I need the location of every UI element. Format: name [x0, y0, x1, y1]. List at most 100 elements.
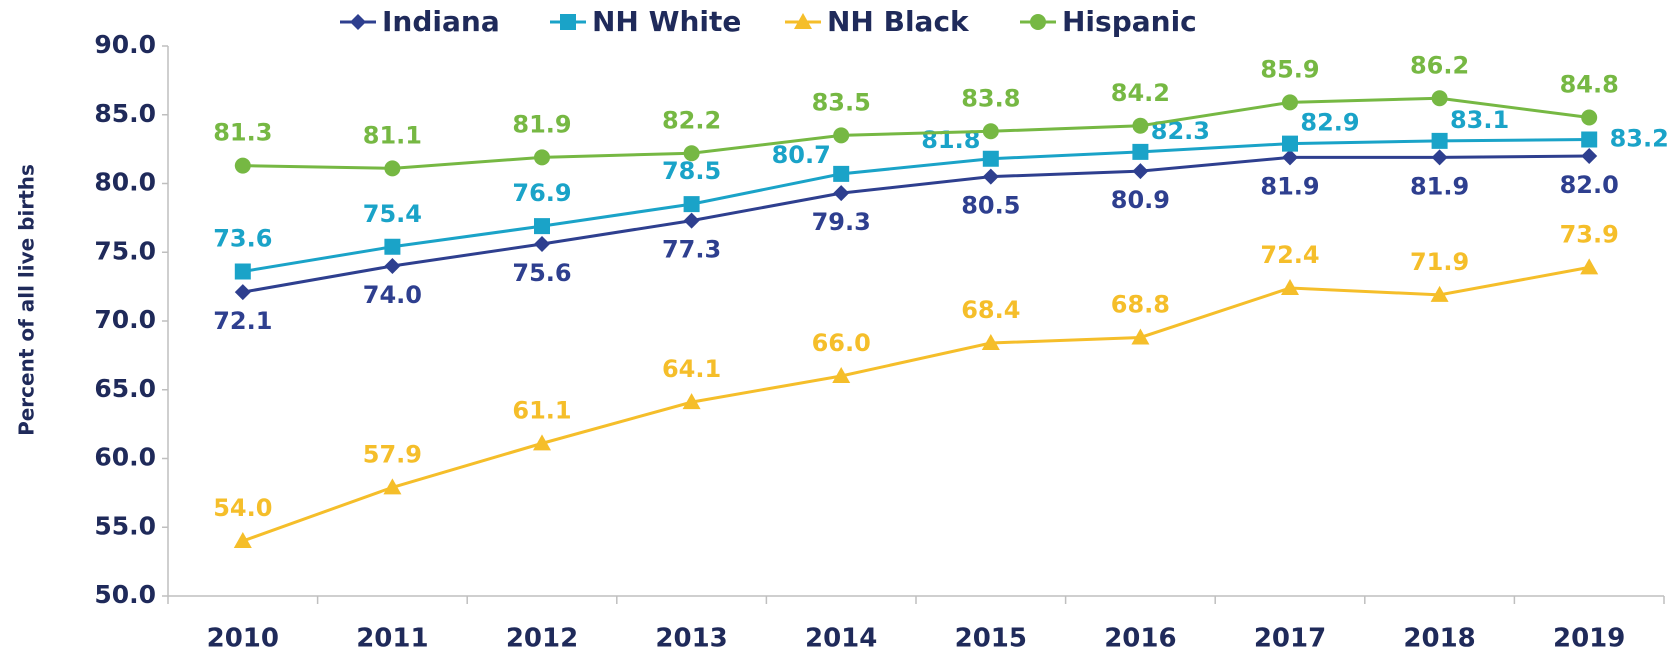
marker [833, 185, 850, 202]
y-tick-label: 55.0 [94, 511, 156, 540]
data-label: 81.9 [1410, 172, 1469, 200]
data-label: 84.2 [1111, 79, 1170, 107]
marker [1282, 135, 1298, 152]
marker [1430, 285, 1449, 302]
data-label: 83.8 [961, 84, 1020, 112]
series-line [242, 154, 1590, 294]
marker [832, 367, 851, 383]
x-tick-label: 2010 [207, 624, 279, 654]
marker [683, 212, 700, 229]
series-line [242, 265, 1590, 543]
data-label: 81.1 [363, 121, 422, 149]
marker [1132, 163, 1149, 180]
marker [683, 145, 700, 162]
series-line [242, 96, 1590, 170]
data-label: 61.1 [512, 396, 571, 424]
x-tick-label: 2016 [1104, 624, 1176, 654]
x-tick-label: 2012 [506, 624, 578, 654]
marker [981, 334, 1000, 350]
marker [1431, 90, 1448, 107]
data-label: 80.7 [772, 141, 831, 169]
data-label: 57.9 [363, 440, 422, 468]
data-label: 82.2 [662, 106, 721, 134]
marker [234, 263, 251, 280]
x-tick-label: 2011 [356, 624, 428, 654]
data-label: 73.6 [213, 225, 272, 253]
marker [1581, 148, 1598, 164]
data-label: 83.5 [812, 88, 871, 116]
marker [1132, 143, 1149, 160]
data-label: 77.3 [662, 236, 721, 264]
data-label: 54.0 [213, 494, 272, 522]
data-label: 74.0 [363, 281, 422, 309]
data-label: 81.9 [512, 110, 571, 138]
marker [1580, 258, 1599, 275]
marker [683, 196, 700, 213]
marker [982, 123, 999, 140]
marker [534, 236, 550, 252]
legend-label: NH White [592, 5, 741, 38]
marker [1581, 109, 1598, 126]
marker [794, 13, 812, 29]
y-tick-label: 90.0 [94, 30, 156, 59]
data-label: 86.2 [1410, 51, 1469, 79]
series-line [242, 138, 1590, 273]
marker [383, 478, 402, 495]
data-label: 64.1 [662, 355, 721, 383]
data-label: 83.1 [1450, 106, 1509, 134]
marker [1030, 14, 1046, 30]
data-label: 75.4 [363, 200, 422, 228]
marker [384, 258, 401, 274]
data-label: 75.6 [512, 259, 571, 287]
x-tick-label: 2018 [1403, 624, 1475, 654]
marker [1282, 149, 1298, 166]
x-tick-label: 2015 [955, 624, 1027, 654]
x-tick-label: 2019 [1553, 624, 1625, 654]
marker [1581, 131, 1598, 148]
data-label: 73.9 [1560, 220, 1619, 248]
marker [233, 532, 252, 548]
marker [534, 218, 550, 235]
marker [982, 150, 999, 167]
marker [982, 168, 999, 185]
y-tick-label: 65.0 [94, 374, 156, 403]
marker [384, 160, 401, 177]
marker [560, 14, 576, 30]
marker [234, 284, 251, 301]
data-label: 68.4 [961, 296, 1020, 324]
marker [1131, 328, 1150, 345]
data-label: 68.8 [1111, 291, 1170, 319]
legend-label: Hispanic [1062, 5, 1197, 38]
x-tick-label: 2013 [655, 624, 727, 654]
y-tick-label: 85.0 [94, 99, 156, 128]
y-tick-label: 60.0 [94, 443, 156, 472]
y-tick-label: 80.0 [94, 168, 156, 197]
data-label: 78.5 [662, 157, 721, 185]
y-tick-label: 50.0 [94, 580, 156, 609]
marker [234, 157, 251, 174]
y-axis-label: Percent of all live births [15, 164, 39, 436]
data-label: 66.0 [812, 329, 871, 357]
data-label: 82.3 [1151, 117, 1210, 145]
data-label: 80.5 [961, 192, 1020, 220]
marker [350, 14, 366, 30]
marker [1282, 94, 1298, 111]
marker [1281, 279, 1299, 295]
marker [534, 149, 550, 166]
data-label: 82.9 [1300, 109, 1359, 137]
legend-label: NH Black [827, 5, 970, 38]
x-tick-label: 2017 [1254, 624, 1326, 654]
data-label: 81.9 [1260, 172, 1319, 200]
marker [533, 434, 551, 451]
data-label: 81.3 [213, 119, 272, 147]
marker [1132, 117, 1149, 134]
y-tick-label: 70.0 [94, 305, 156, 334]
marker [1431, 132, 1448, 149]
marker [1431, 149, 1448, 166]
y-tick-label: 75.0 [94, 236, 156, 265]
legend-label: Indiana [382, 5, 500, 38]
marker [833, 127, 850, 144]
data-label: 83.2 [1610, 125, 1669, 153]
data-label: 71.9 [1410, 248, 1469, 276]
